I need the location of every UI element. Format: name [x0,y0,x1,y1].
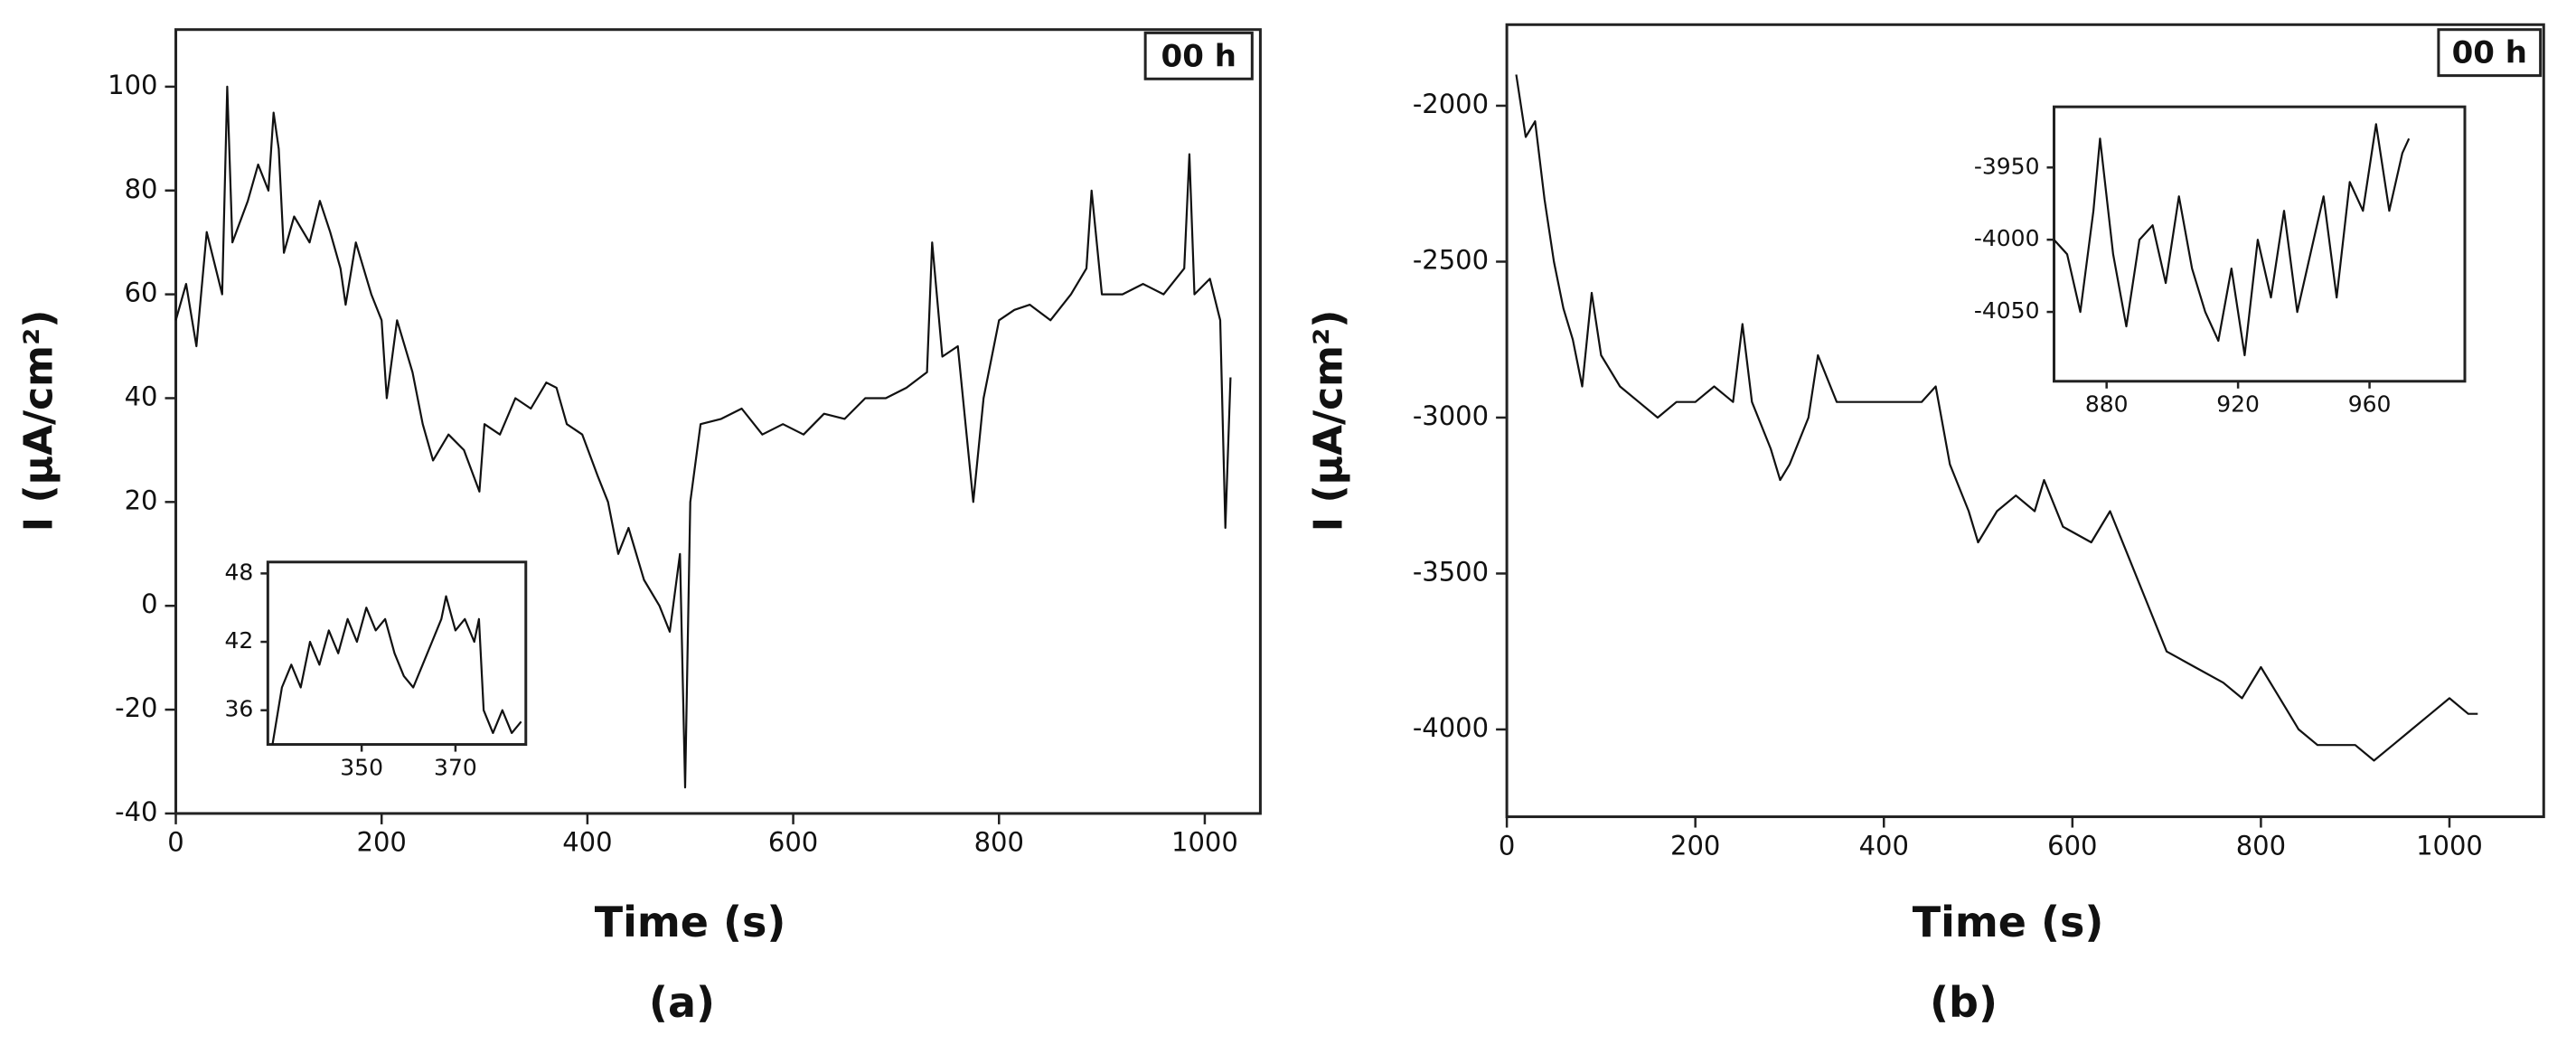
x-tick-label: 350 [340,754,383,780]
annotation-box [1143,31,1254,80]
y-tick-label: 42 [225,627,254,654]
panel-caption: (a) [649,978,715,1027]
plot-frame [1505,23,2545,819]
y-tick-label: -3950 [1974,153,2040,179]
x-tick-label: 920 [2216,391,2260,418]
y-tick-label: 0 [141,588,157,619]
inset-chart: 350 370 36 42 48 [225,559,528,780]
y-tick-label: -40 [115,796,157,827]
data-line [2053,123,2411,357]
y-tick-label: 20 [125,485,158,515]
x-tick-label: 0 [1499,830,1515,861]
y-tick-label: -2000 [1413,89,1489,119]
x-tick-label: 960 [2348,391,2392,418]
y-tick-label: -4050 [1974,297,2040,324]
annotation: 00 h [1161,38,1236,74]
x-tick-label: 200 [357,827,407,858]
y-tick-label: -4000 [1413,712,1489,743]
x-tick-label: 800 [974,827,1024,858]
x-tick-label: 400 [1859,830,1909,861]
x-tick-label: 1000 [1171,827,1238,858]
y-axis-title: I (μA/cm²) [1306,310,1352,532]
y-tick-label: 40 [125,381,158,411]
x-tick-label: 0 [167,827,183,858]
y-tick-label: -3500 [1413,556,1489,587]
x-axis-title: Time (s) [595,898,786,946]
y-tick-label: 60 [125,278,158,308]
x-tick-label: 600 [2047,830,2097,861]
plot-frame [174,28,1262,815]
annotation-box [2437,28,2543,78]
x-tick-label: 800 [2236,830,2286,861]
panel-caption: (b) [1930,978,1998,1027]
annotation: 00 h [2452,35,2527,71]
y-tick-label: -20 [115,692,157,723]
x-tick-label: 400 [562,827,612,858]
main-chart: 0 200 400 600 800 1000 -4000 -3500 -3000 -2500 -20… [1306,23,2545,1027]
y-tick-label: -3000 [1413,400,1489,431]
x-tick-label: 200 [1670,830,1720,861]
plot-frame [266,560,528,747]
y-tick-label: -4000 [1974,225,2040,251]
x-axis-title: Time (s) [1913,898,2104,946]
data-line [271,595,522,745]
inset-chart: 880 920 960 -4050 -4000 -3950 [1974,105,2467,418]
x-tick-label: 370 [434,754,477,780]
y-tick-label: -2500 [1413,244,1489,275]
data-line [174,85,1232,789]
x-tick-label: 880 [2085,391,2129,418]
data-line [1515,74,2478,762]
x-tick-label: 1000 [2416,830,2483,861]
y-axis-title: I (μA/cm²) [15,310,61,532]
plot-frame [2053,105,2467,383]
y-tick-label: 100 [108,70,157,100]
x-tick-label: 600 [768,827,818,858]
y-tick-label: 48 [225,559,254,585]
y-tick-label: 36 [225,696,254,722]
main-chart: 0 200 400 600 800 1000 -40 -20 0 20 40 60 80 100 00 h T… [15,28,1262,1027]
y-tick-label: 80 [125,174,158,204]
